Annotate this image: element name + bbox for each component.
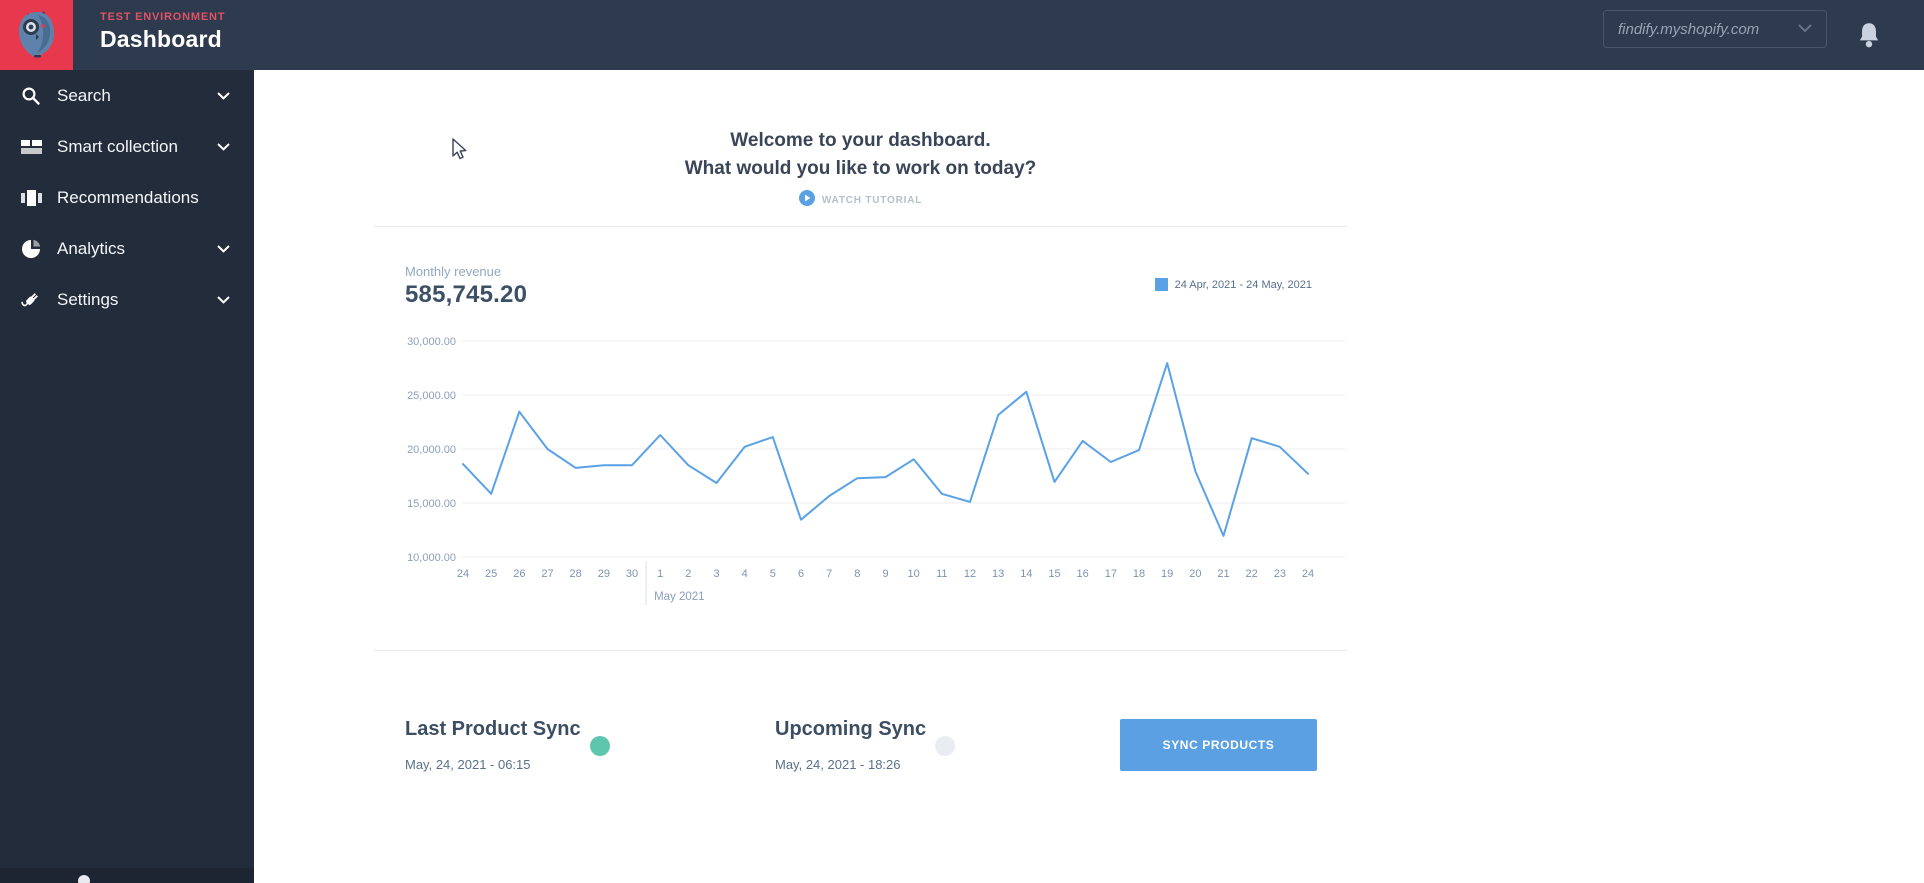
- bell-icon: [1856, 23, 1882, 54]
- welcome-block: Welcome to your dashboard. What would yo…: [374, 127, 1347, 211]
- environment-label: TEST ENVIRONMENT: [100, 11, 226, 23]
- x-axis-tick-label: 3: [713, 568, 719, 580]
- sidebar-item-analytics[interactable]: Analytics: [0, 223, 254, 274]
- sidebar-footer-item[interactable]: [0, 868, 254, 883]
- x-axis-tick-label: 30: [626, 568, 638, 580]
- x-axis-tick-label: 6: [798, 568, 804, 580]
- x-axis-tick-label: 7: [826, 568, 832, 580]
- analytics-icon: [20, 238, 42, 260]
- sidebar-item-label: Search: [57, 85, 111, 105]
- y-axis-tick-label: 10,000.00: [407, 552, 456, 564]
- upcoming-sync-title: Upcoming Sync: [775, 718, 927, 740]
- watch-tutorial-link[interactable]: WATCH TUTORIAL: [798, 190, 923, 211]
- x-axis-tick-label: 28: [570, 568, 582, 580]
- search-icon: [20, 85, 42, 107]
- x-axis-tick-label: 2: [685, 568, 691, 580]
- welcome-heading-line2: What would you like to work on today?: [684, 158, 1037, 179]
- x-axis-tick-label: 20: [1189, 568, 1201, 580]
- x-axis-tick-label: 9: [882, 568, 888, 580]
- chart-legend: 24 Apr, 2021 - 24 May, 2021: [1154, 278, 1312, 291]
- top-bar: TEST ENVIRONMENT Dashboard findify.mysho…: [0, 0, 1924, 70]
- findify-logo[interactable]: [0, 0, 73, 70]
- sidebar-item-label: Smart collection: [57, 136, 178, 156]
- x-axis-tick-label: 22: [1246, 568, 1258, 580]
- month-label: May 2021: [654, 591, 705, 603]
- chevron-down-icon: [217, 142, 230, 151]
- y-axis-tick-label: 15,000.00: [407, 498, 456, 510]
- sidebar: Search Smart collection Recommendations Ana…: [0, 70, 254, 883]
- chevron-down-icon: [217, 91, 230, 100]
- main-content: Welcome to your dashboard. What would yo…: [254, 70, 1924, 883]
- welcome-heading-line1: Welcome to your dashboard.: [730, 130, 991, 151]
- page-title: Dashboard: [100, 26, 222, 52]
- x-axis-tick-label: 4: [742, 568, 748, 580]
- sidebar-item-search[interactable]: Search: [0, 70, 254, 121]
- x-axis-tick-label: 26: [513, 568, 525, 580]
- x-axis-tick-label: 11: [936, 568, 947, 580]
- revenue-series-line: [462, 362, 1309, 537]
- x-axis-tick-label: 13: [992, 568, 1004, 580]
- settings-icon: [20, 289, 42, 311]
- x-axis-tick-label: 1: [657, 568, 663, 580]
- x-axis-tick-label: 5: [770, 568, 776, 580]
- revenue-total: 585,745.20: [405, 281, 528, 308]
- sidebar-item-settings[interactable]: Settings: [0, 274, 254, 325]
- owl-logo-icon: [14, 7, 60, 64]
- legend-swatch: [1154, 278, 1168, 291]
- x-axis-tick-label: 12: [964, 568, 976, 580]
- y-axis-tick-label: 20,000.00: [407, 444, 456, 456]
- sidebar-item-label: Recommendations: [57, 187, 199, 207]
- store-selector[interactable]: findify.myshopify.com: [1603, 10, 1827, 48]
- x-axis-tick-label: 25: [485, 568, 497, 580]
- y-axis-tick-label: 25,000.00: [407, 390, 456, 402]
- last-sync-timestamp: May, 24, 2021 - 06:15: [405, 757, 531, 772]
- x-axis-tick-label: 21: [1217, 568, 1229, 580]
- x-axis-tick-label: 15: [1048, 568, 1060, 580]
- revenue-label: Monthly revenue: [405, 264, 502, 279]
- legend-label: 24 Apr, 2021 - 24 May, 2021: [1174, 278, 1312, 291]
- x-axis-tick-label: 14: [1020, 568, 1032, 580]
- store-selector-value: findify.myshopify.com: [1618, 20, 1760, 38]
- chevron-down-icon: [1798, 20, 1812, 38]
- last-sync-title: Last Product Sync: [405, 718, 581, 740]
- header-titles: TEST ENVIRONMENT Dashboard: [100, 11, 225, 53]
- sync-section: Last Product Sync May, 24, 2021 - 06:15 …: [374, 651, 1347, 883]
- sync-products-button[interactable]: SYNC PRODUCTS: [1120, 719, 1317, 771]
- sidebar-item-smart-collection[interactable]: Smart collection: [0, 121, 254, 172]
- smart-collection-icon: [20, 136, 42, 158]
- x-axis-tick-label: 10: [908, 568, 920, 580]
- upcoming-sync-timestamp: May, 24, 2021 - 18:26: [775, 757, 901, 772]
- sidebar-item-label: Settings: [57, 289, 119, 309]
- x-axis-tick-label: 24: [1302, 568, 1314, 580]
- chevron-down-icon: [217, 244, 230, 253]
- recommendations-icon: [20, 187, 42, 209]
- account-icon: [78, 875, 90, 883]
- x-axis-tick-label: 29: [598, 568, 610, 580]
- x-axis-tick-label: 27: [541, 568, 553, 580]
- last-sync-status-dot: [590, 736, 610, 756]
- chevron-down-icon: [217, 295, 230, 304]
- x-axis-tick-label: 24: [457, 568, 469, 580]
- sidebar-item-label: Analytics: [57, 238, 126, 258]
- x-axis-tick-label: 23: [1274, 568, 1286, 580]
- x-axis-tick-label: 16: [1077, 568, 1089, 580]
- x-axis-tick-label: 17: [1105, 568, 1117, 580]
- watch-tutorial-label: WATCH TUTORIAL: [821, 195, 923, 206]
- content-column: Welcome to your dashboard. What would yo…: [374, 70, 1347, 883]
- revenue-chart-section: Monthly revenue 585,745.20 24 Apr, 2021 …: [374, 226, 1347, 651]
- y-axis-tick-label: 30,000.00: [407, 336, 456, 348]
- play-icon: [798, 190, 815, 211]
- sidebar-item-recommendations[interactable]: Recommendations: [0, 172, 254, 223]
- upcoming-sync-status-dot: [935, 736, 955, 756]
- x-axis-tick-label: 18: [1133, 568, 1145, 580]
- revenue-line-chart[interactable]: 30,000.00 25,000.00 20,000.00 15,000.00 10,0…: [374, 227, 1347, 652]
- x-axis-tick-label: 8: [854, 568, 860, 580]
- x-axis-tick-label: 19: [1161, 568, 1173, 580]
- notifications-button[interactable]: [1856, 20, 1884, 50]
